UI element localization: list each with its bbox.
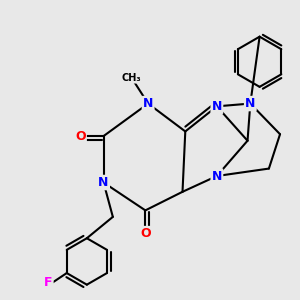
Text: N: N <box>212 100 222 113</box>
Text: N: N <box>98 176 109 189</box>
Text: O: O <box>140 227 151 240</box>
Text: F: F <box>44 276 52 289</box>
Text: N: N <box>245 97 256 110</box>
Text: N: N <box>212 169 222 182</box>
Text: O: O <box>75 130 86 142</box>
Text: N: N <box>143 97 153 110</box>
Text: CH₃: CH₃ <box>122 73 141 82</box>
